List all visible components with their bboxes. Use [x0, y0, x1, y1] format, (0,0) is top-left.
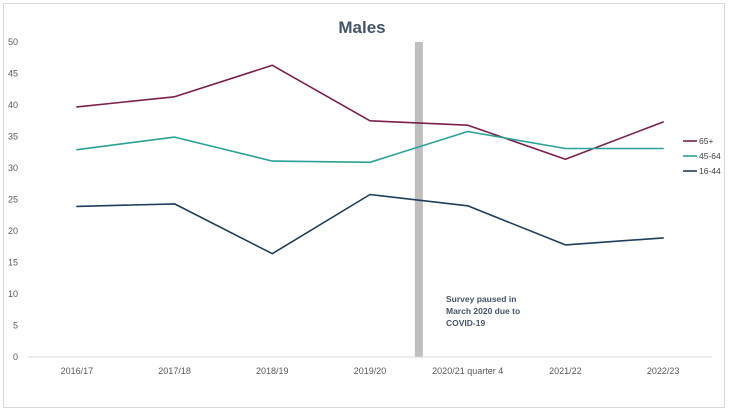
y-tick-label: 20: [8, 226, 18, 236]
legend-label-65+: 65+: [699, 136, 713, 146]
annotation-line-3: COVID-19: [446, 318, 485, 328]
y-tick-label: 0: [13, 352, 18, 362]
x-tick-label: 2016/17: [61, 366, 94, 376]
annotation-line-1: Survey paused in: [446, 294, 516, 304]
y-tick-label: 5: [13, 321, 18, 331]
y-tick-label: 45: [8, 69, 18, 79]
legend: 65+ 45-64 16-44: [683, 136, 721, 176]
annotation-line-2: March 2020 due to: [446, 306, 520, 316]
series-line-16-44: [76, 193, 664, 255]
x-tick-label: 2021/22: [549, 366, 582, 376]
y-tick-label: 10: [8, 289, 18, 299]
x-tick-label: 2022/23: [647, 366, 680, 376]
y-tick-label: 50: [8, 37, 18, 47]
x-tick-label: 2020/21 quarter 4: [432, 366, 503, 376]
chart-title: Males: [338, 18, 385, 37]
legend-label-45-64: 45-64: [699, 151, 721, 161]
x-tick-label: 2017/18: [158, 366, 191, 376]
series-line-65+: [76, 64, 664, 160]
series-line-45-64: [76, 130, 664, 164]
x-tick-label: 2019/20: [354, 366, 387, 376]
y-tick-label: 15: [8, 258, 18, 268]
legend-label-16-44: 16-44: [699, 166, 721, 176]
x-tick-label: 2018/19: [256, 366, 289, 376]
y-tick-label: 25: [8, 195, 18, 205]
y-tick-label: 40: [8, 100, 18, 110]
y-tick-label: 30: [8, 163, 18, 173]
y-tick-label: 35: [8, 132, 18, 142]
